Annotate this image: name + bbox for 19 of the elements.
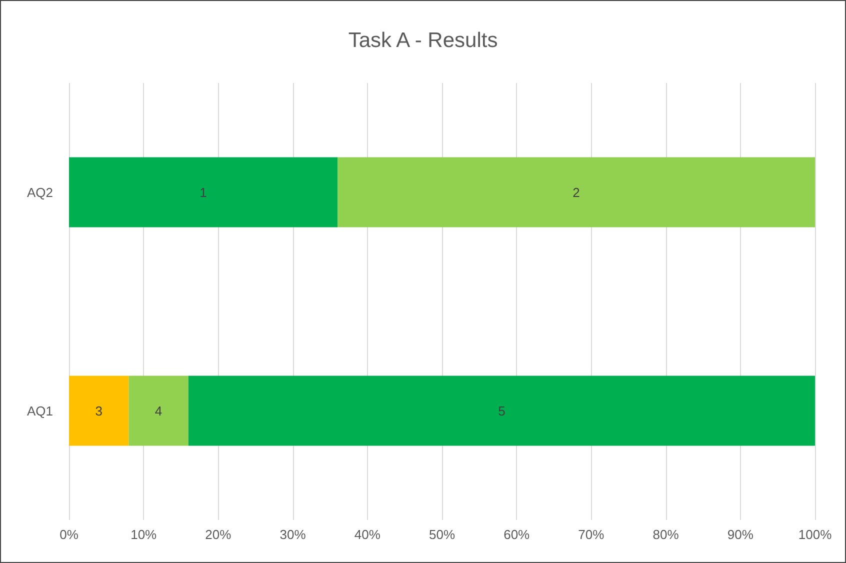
x-tick-label: 90% <box>727 527 754 542</box>
x-tick-label: 40% <box>354 527 381 542</box>
chart-title: Task A - Results <box>348 29 498 52</box>
series-label: 3 <box>95 403 102 418</box>
x-tick-label: 20% <box>205 527 232 542</box>
series-label: 4 <box>154 403 162 418</box>
x-tick-label: 50% <box>428 527 456 542</box>
y-tick-label: AQ2 <box>26 184 53 200</box>
x-tick-label: 70% <box>578 527 605 542</box>
x-tick-label: 60% <box>504 527 530 542</box>
series-label: 2 <box>572 184 580 200</box>
x-tick-label: 30% <box>280 527 306 542</box>
series-label: 1 <box>200 184 207 200</box>
x-tick-label: 10% <box>130 527 158 542</box>
x-tick-label: 80% <box>652 527 680 542</box>
x-tick-label: 100% <box>798 527 832 542</box>
series-label: 5 <box>498 403 506 418</box>
y-tick-label: AQ1 <box>26 403 53 418</box>
x-tick-label: 0% <box>60 527 79 542</box>
